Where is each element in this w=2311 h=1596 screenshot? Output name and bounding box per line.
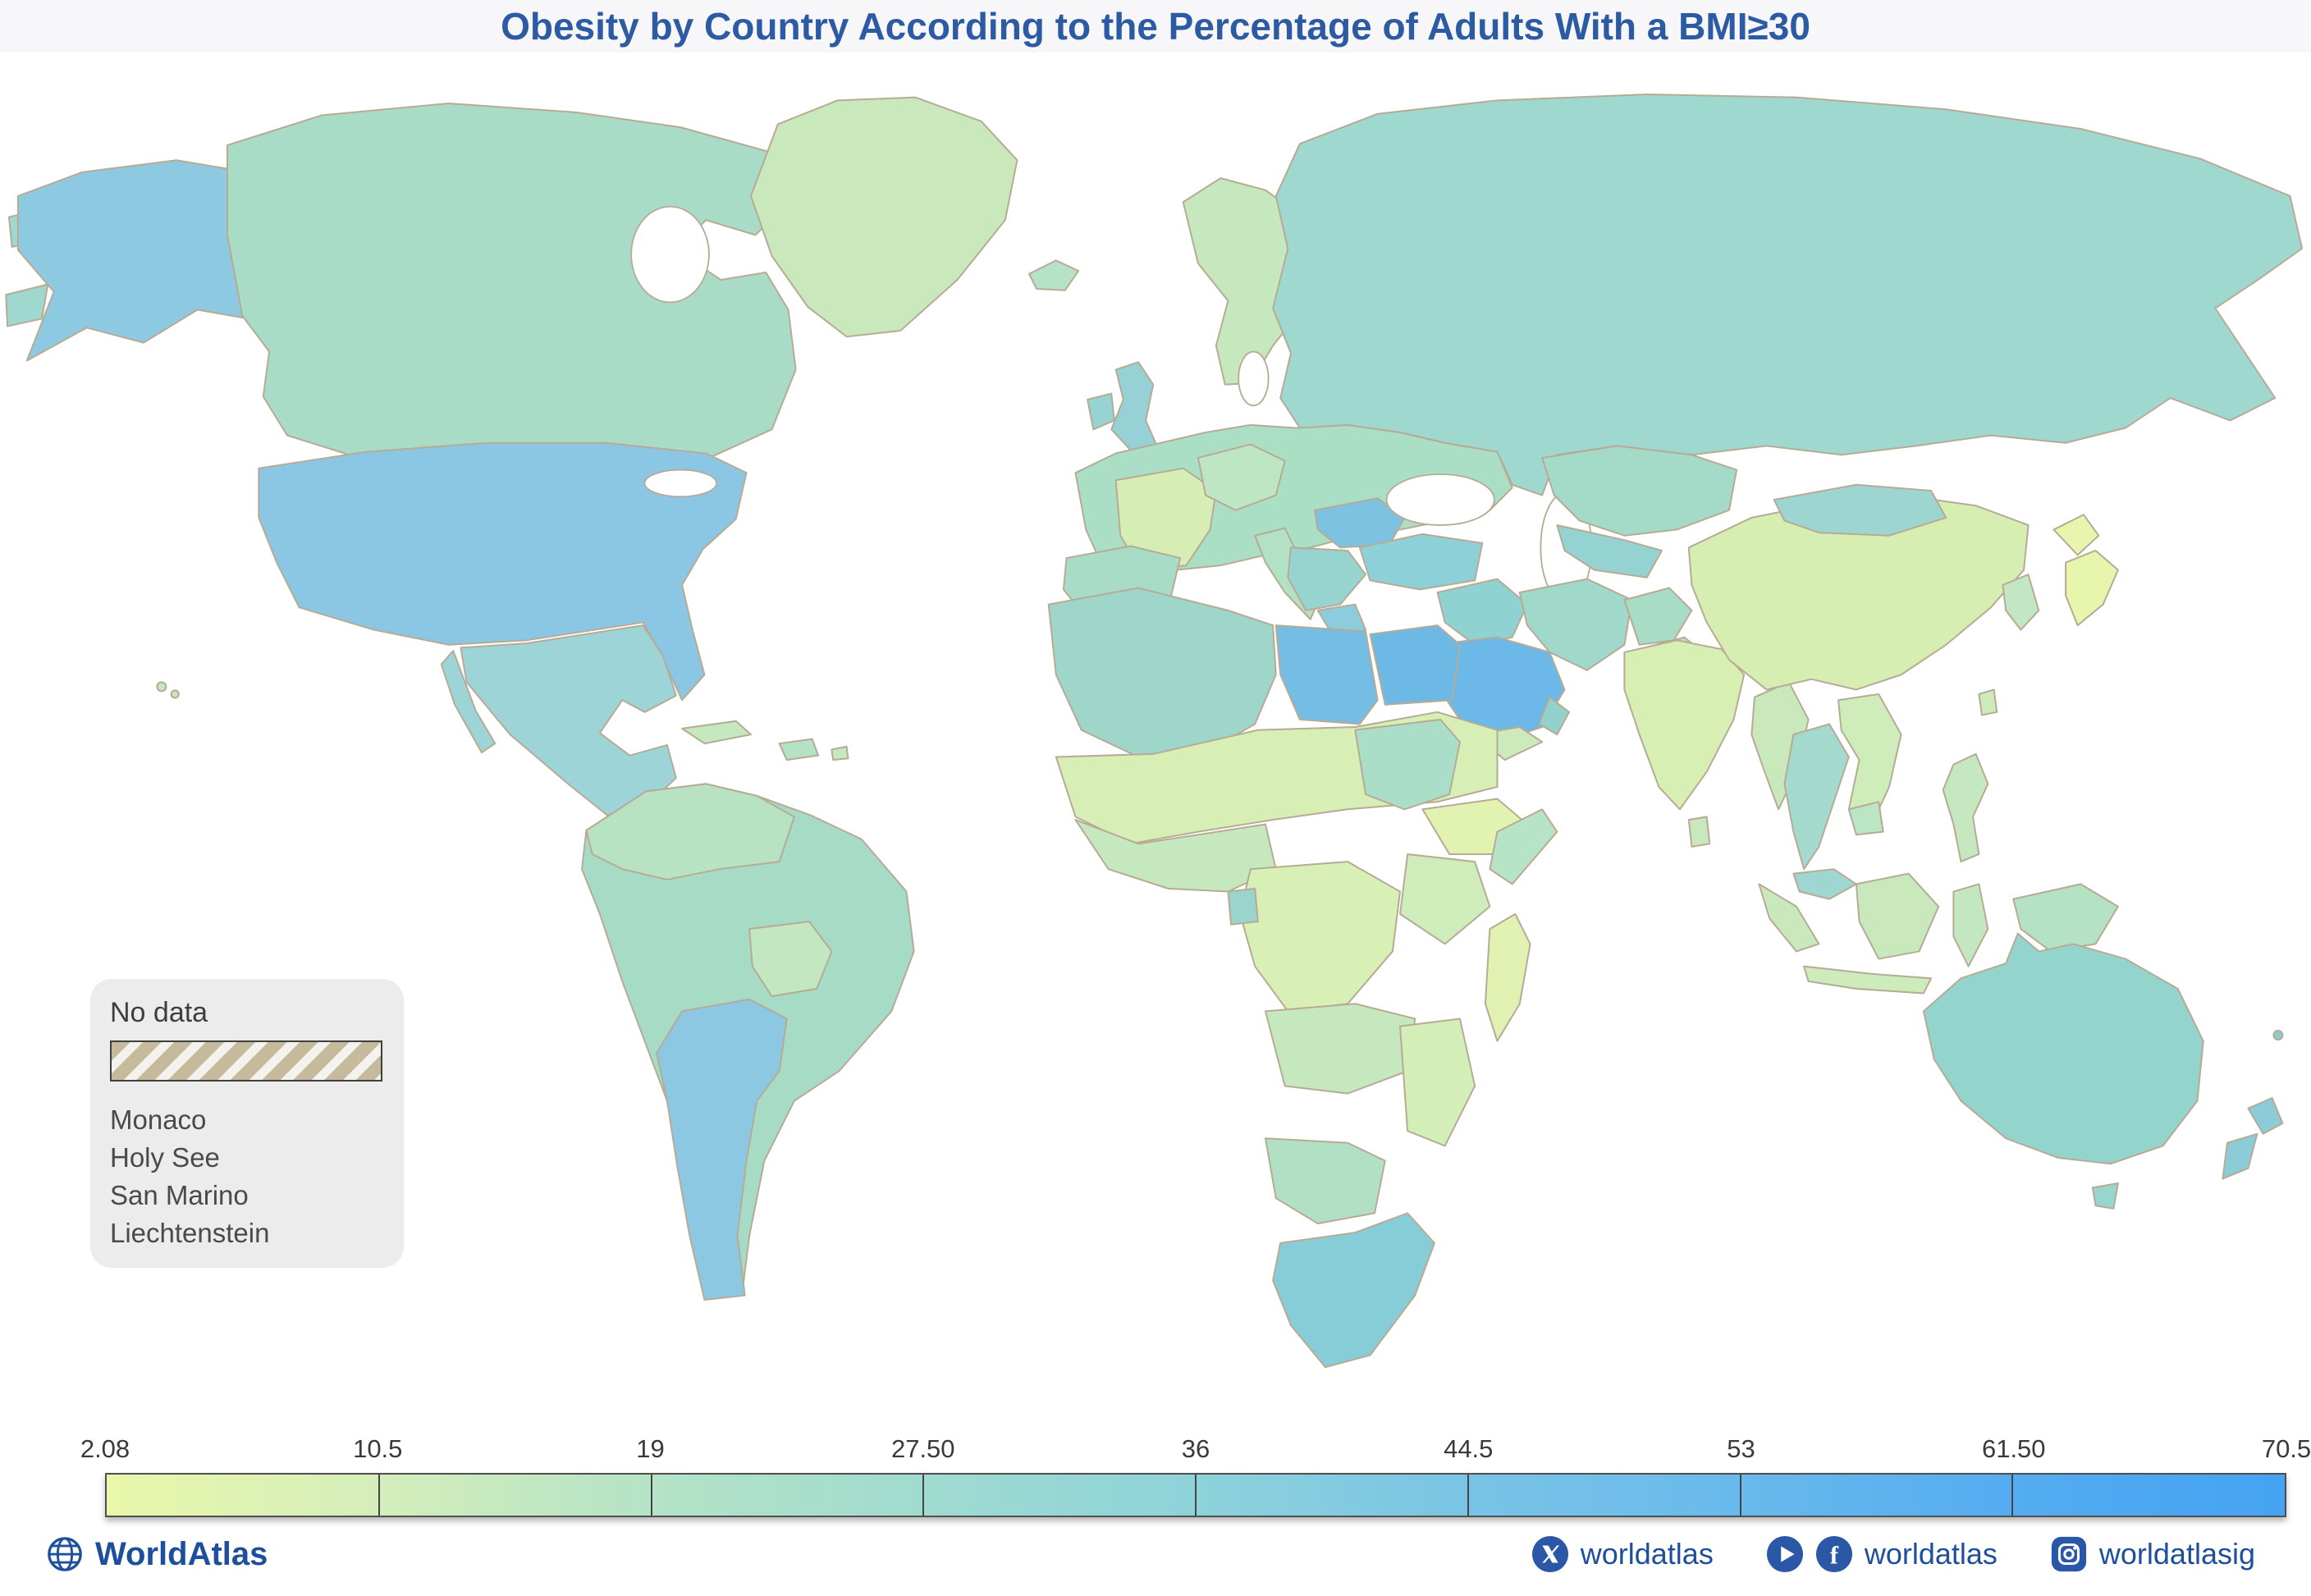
- svg-text:f: f: [1830, 1542, 1839, 1570]
- instagram-icon: [2051, 1536, 2086, 1572]
- scale-tick-line: [1467, 1475, 1469, 1516]
- no-data-country: Monaco: [110, 1104, 207, 1135]
- social-instagram[interactable]: worldatlasig: [2050, 1535, 2255, 1573]
- no-data-hatch-swatch: [110, 1040, 382, 1082]
- scale-tick-label: 70.5: [2261, 1434, 2311, 1463]
- scale-tick-line: [922, 1475, 925, 1516]
- social-handle: worldatlas: [1864, 1537, 1998, 1571]
- social-youtube-facebook[interactable]: f worldatlas: [1766, 1535, 1998, 1573]
- scale-tick-label: 2.08: [80, 1434, 130, 1463]
- page-title: Obesity by Country According to the Perc…: [501, 5, 1810, 48]
- scale-tick-line: [650, 1475, 652, 1516]
- worldatlas-brand[interactable]: WorldAtlas: [46, 1535, 268, 1573]
- scale-tick-label: 36: [1181, 1434, 1210, 1463]
- no-data-country-list: Monaco Holy See San Marino Liechtenstein: [110, 1101, 384, 1252]
- world-map-svg: [5, 94, 2304, 1369]
- scale-tick-line: [1739, 1475, 1741, 1516]
- world-map: [0, 53, 2311, 1411]
- scale-tick-label: 44.5: [1444, 1434, 1494, 1463]
- social-handle: worldatlasig: [2098, 1537, 2255, 1571]
- no-data-label: No data: [110, 997, 208, 1028]
- facebook-icon: f: [1815, 1535, 1852, 1573]
- scale-bar: [105, 1473, 2286, 1517]
- footer: WorldAtlas worldatlas f: [0, 1527, 2311, 1596]
- globe-icon: [48, 1537, 82, 1571]
- scale-tick-label: 19: [636, 1434, 665, 1463]
- no-data-country: San Marino: [110, 1180, 249, 1210]
- social-handle: worldatlas: [1580, 1537, 1714, 1571]
- scale-tick-label: 27.50: [890, 1434, 955, 1463]
- scale-tick-label: 10.5: [353, 1434, 403, 1463]
- scale-tick-label: 53: [1727, 1434, 1755, 1463]
- social-x[interactable]: worldatlas: [1531, 1535, 1714, 1573]
- scale-labels: 2.08 10.5 19 27.50 36 44.5 53 61.50 70.5: [80, 1434, 2311, 1467]
- scale-tick-line: [2011, 1475, 2014, 1516]
- scale-tick-line: [1195, 1475, 1197, 1516]
- no-data-country: Holy See: [110, 1142, 220, 1173]
- scale-tick-line: [378, 1475, 380, 1516]
- scale-tick-label: 61.50: [1981, 1434, 2046, 1463]
- no-data-country: Liechtenstein: [110, 1218, 270, 1248]
- no-data-legend: No data Monaco Holy See San Marino Liechten…: [90, 979, 404, 1268]
- brand-name: WorldAtlas: [95, 1535, 268, 1572]
- x-icon: [1531, 1535, 1568, 1573]
- youtube-icon: [1766, 1535, 1803, 1573]
- social-links: worldatlas f worldatlas: [1531, 1535, 2255, 1573]
- title-bar: Obesity by Country According to the Perc…: [0, 0, 2311, 53]
